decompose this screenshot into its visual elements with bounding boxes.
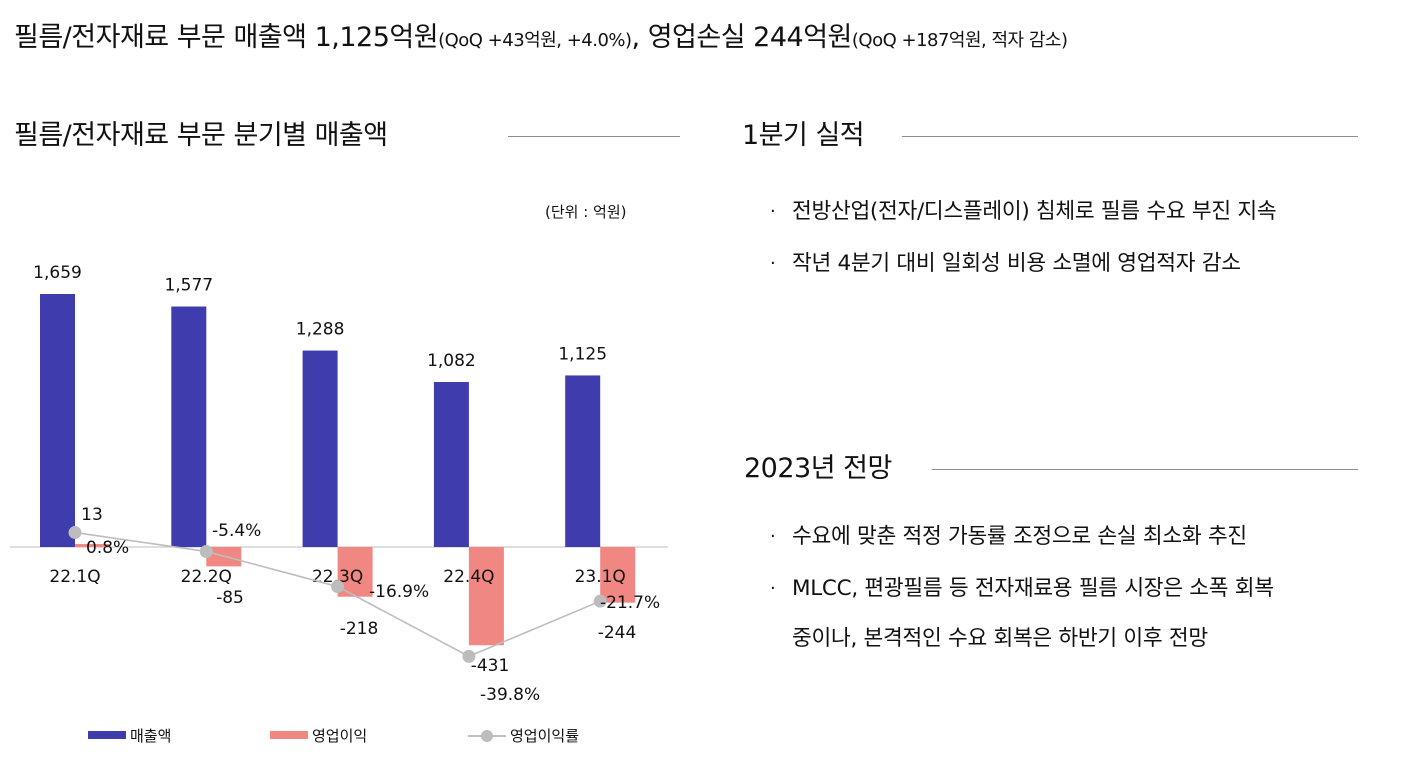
page-headline: 필름/전자재료 부문 매출액 1,125억원(QoQ +43억원, +4.0%)… [14, 14, 1068, 65]
operating-margin-value-label: -39.8% [480, 685, 540, 705]
legend-swatch-operating-profit [270, 731, 308, 739]
legend-label-operating-profit: 영업이익 [312, 726, 368, 745]
bullet-text: 전방산업(전자/디스플레이) 침체로 필름 수요 부진 지속 [792, 199, 1277, 224]
sales-bar [171, 306, 207, 547]
headline-main-note: (QoQ +43억원, +4.0%) [438, 30, 632, 51]
quarterly-sales-chart: 1,659 22.1Q 1,577 22.2Q 1,288 22.3Q 1,082 22.4Q… [10, 263, 668, 705]
operating-profit-bar [468, 547, 504, 646]
bullet-text: 작년 4분기 대비 일회성 비용 소멸에 영업적자 감소 [792, 251, 1241, 276]
operating-margin-marker [331, 580, 345, 594]
headline-separator: , [631, 22, 648, 53]
list-item: · 전방산업(전자/디스플레이) 침체로 필름 수요 부진 지속 [770, 198, 1277, 226]
legend-label-operating-margin: 영업이익률 [510, 726, 580, 745]
legend-swatch-operating-margin [468, 729, 506, 742]
legend-item-sales: 매출액 [88, 722, 171, 748]
bullet-text: 수요에 맞춘 적정 가동률 조정으로 손실 최소화 추진 [792, 524, 1247, 549]
sales-bar [565, 375, 601, 547]
x-tick-label: 22.2Q [181, 567, 232, 587]
bullet-marker: · [770, 526, 776, 547]
legend-label-sales: 매출액 [130, 726, 172, 745]
operating-profit-value-label: 13 [81, 505, 103, 525]
list-item: · 작년 4분기 대비 일회성 비용 소멸에 영업적자 감소 [770, 250, 1276, 278]
sales-bar [40, 294, 75, 547]
headline-main: 필름/전자재료 부문 매출액 1,125억원 [14, 22, 439, 53]
x-tick-label: 23.1Q [575, 567, 626, 587]
operating-profit-bar [600, 547, 636, 603]
operating-margin-value-label: -21.7% [600, 593, 660, 613]
headline-loss: 영업손실 244억원 [647, 22, 853, 53]
legend-item-operating-margin: 영업이익률 [468, 722, 579, 748]
q1-section-title: 1분기 실적 [742, 120, 865, 151]
operating-profit-value-label: -244 [598, 623, 637, 643]
operating-margin-marker [593, 594, 607, 608]
sales-value-label: 1,082 [427, 351, 476, 371]
operating-profit-value-label: -85 [216, 588, 244, 608]
bullet-marker: · [770, 253, 776, 274]
operating-margin-value-label: 0.8% [86, 538, 129, 558]
x-tick-label: 22.4Q [443, 567, 494, 587]
bullet-marker: · [770, 201, 776, 222]
bullet-text-continued: 중이나, 본격적인 수요 회복은 하반기 이후 전망 [792, 626, 1208, 651]
list-item: · 수요에 맞춘 적정 가동률 조정으로 손실 최소화 추진 [770, 523, 1274, 551]
chart-section-rule [508, 136, 680, 137]
sales-value-label: 1,659 [33, 263, 82, 283]
bullet-text: MLCC, 편광필름 등 전자재료용 필름 시장은 소폭 회복 [792, 576, 1274, 601]
x-tick-label: 22.3Q [312, 567, 363, 587]
operating-profit-value-label: -431 [471, 656, 510, 676]
outlook-section-rule [932, 469, 1358, 470]
operating-margin-marker [199, 544, 213, 558]
outlook-section-title: 2023년 전망 [744, 453, 892, 484]
sales-value-label: 1,577 [164, 276, 213, 296]
operating-margin-marker [68, 526, 82, 540]
q1-bullet-list: · 전방산업(전자/디스플레이) 침체로 필름 수요 부진 지속 · 작년 4분기 … [770, 198, 1277, 302]
sales-value-label: 1,125 [558, 344, 607, 364]
outlook-bullet-list: · 수요에 맞춘 적정 가동률 조정으로 손실 최소화 추진 · MLCC, 편광필… [770, 523, 1274, 677]
operating-margin-value-label: -16.9% [369, 582, 429, 602]
operating-margin-value-label: -5.4% [212, 521, 261, 541]
x-tick-label: 22.1Q [49, 567, 100, 587]
chart-unit-label: (단위 : 억원) [545, 203, 627, 221]
q1-section-rule [902, 136, 1358, 137]
headline-loss-note: (QoQ +187억원, 적자 감소) [851, 30, 1068, 51]
sales-value-label: 1,288 [296, 320, 345, 340]
legend-item-operating-profit: 영업이익 [270, 722, 367, 748]
operating-profit-bar [75, 544, 110, 547]
bullet-marker: · [770, 578, 776, 599]
legend-swatch-sales [88, 731, 126, 739]
operating-margin-marker [462, 649, 476, 663]
sales-bar [433, 381, 469, 547]
sales-bar [302, 350, 338, 547]
chart-section-title: 필름/전자재료 부문 분기별 매출액 [14, 120, 388, 151]
operating-profit-value-label: -218 [340, 619, 379, 639]
